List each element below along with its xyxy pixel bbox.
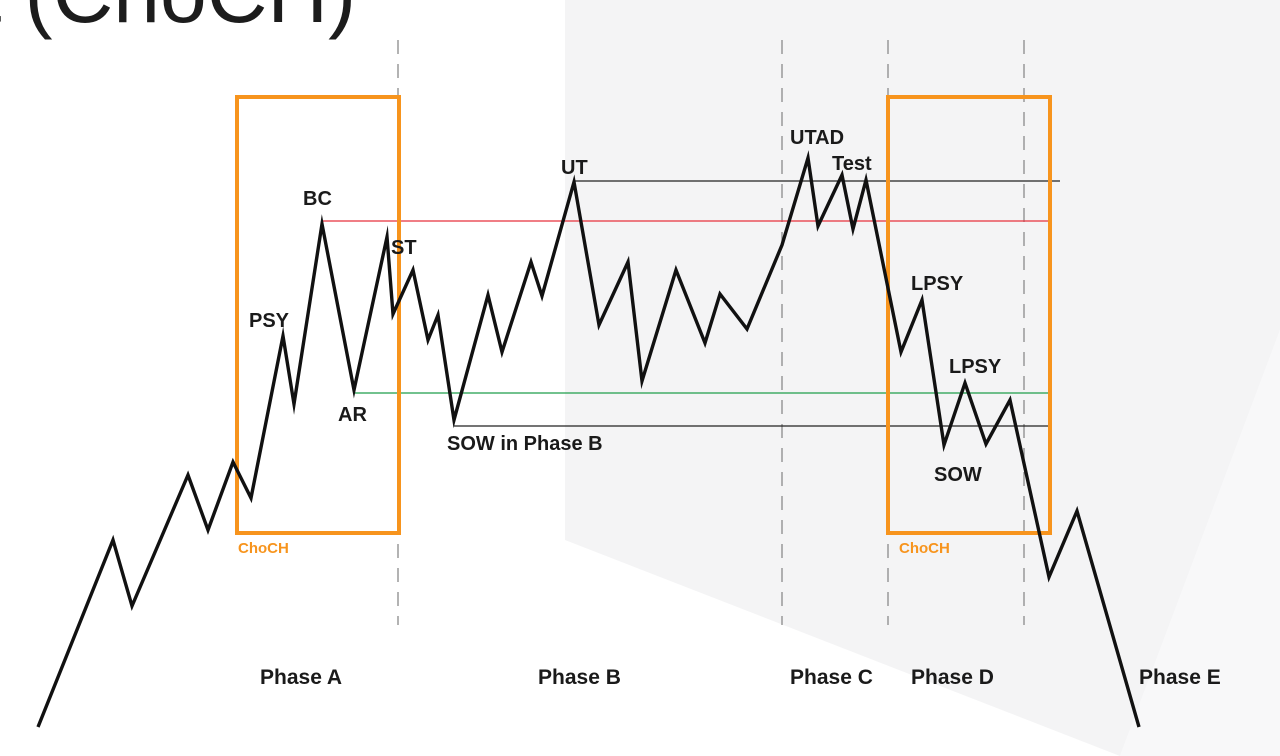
diagram-title: t (ChoCH) xyxy=(0,0,356,40)
label-lpsy-second: LPSY xyxy=(949,356,1002,378)
phase-b-label: Phase B xyxy=(538,666,621,689)
label-sow-phase-b: SOW in Phase B xyxy=(447,433,603,455)
label-psy: PSY xyxy=(249,310,290,332)
choch-box-phase-d xyxy=(886,95,1052,535)
label-lpsy-first: LPSY xyxy=(911,273,964,295)
label-st: ST xyxy=(391,237,417,259)
choch-label-right: ChoCH xyxy=(899,540,950,557)
label-ar: AR xyxy=(338,404,367,426)
phase-e-label: Phase E xyxy=(1139,666,1221,689)
label-test: Test xyxy=(832,153,872,175)
label-bc: BC xyxy=(303,188,332,210)
phase-a-label: Phase A xyxy=(260,666,342,689)
background-shape-accent xyxy=(1120,330,1280,756)
phase-d-label: Phase D xyxy=(911,666,994,689)
label-utad: UTAD xyxy=(790,127,844,149)
background-shape xyxy=(565,0,1280,756)
price-action-line xyxy=(36,150,1141,728)
phase-c-label: Phase C xyxy=(790,666,873,689)
choch-box-phase-a xyxy=(235,95,401,535)
label-sow: SOW xyxy=(934,464,982,486)
label-ut: UT xyxy=(561,157,588,179)
choch-label-left: ChoCH xyxy=(238,540,289,557)
